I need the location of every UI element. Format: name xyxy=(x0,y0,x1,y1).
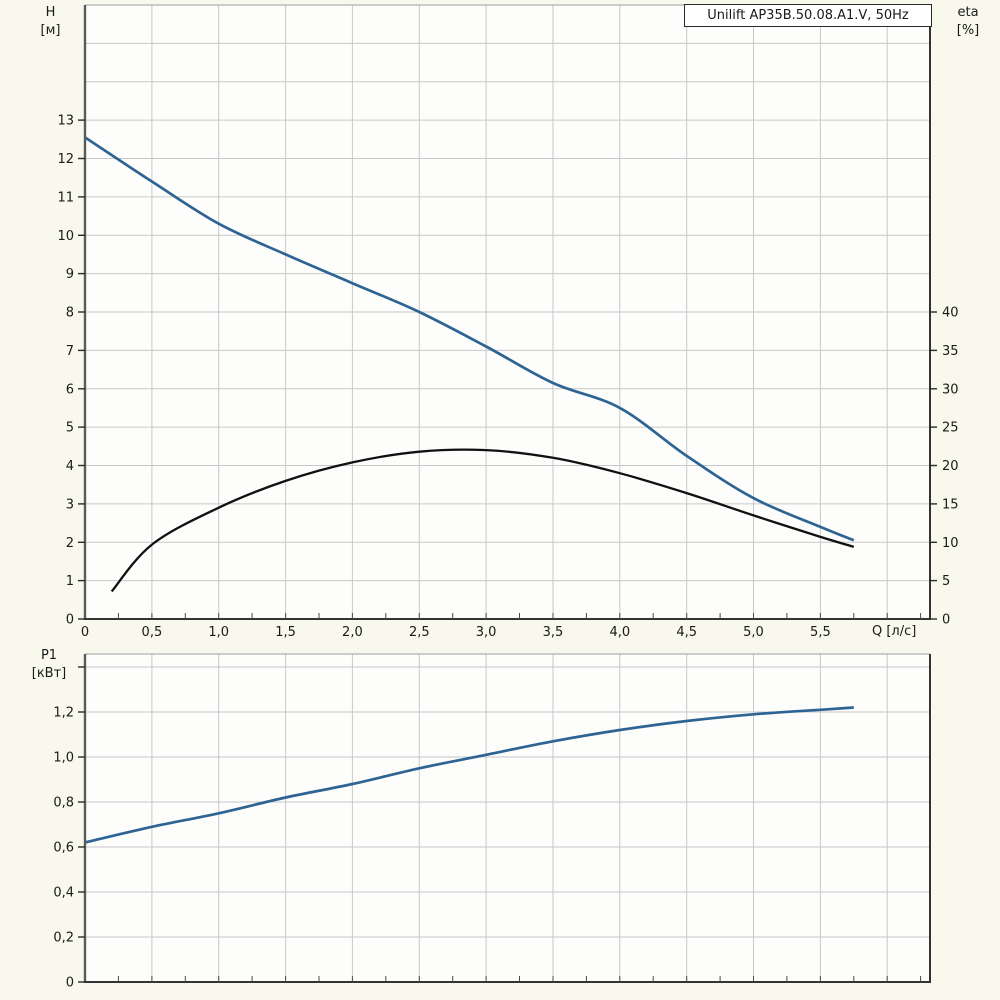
chart-title-text: Unilift AP35B.50.08.A1.V, 50Hz xyxy=(707,8,909,23)
x-tick-label: 0 xyxy=(81,625,89,640)
chart-title-box: Unilift AP35B.50.08.A1.V, 50Hz xyxy=(684,4,932,27)
y-tick-label: 3 xyxy=(66,497,74,512)
y-tick-label: 11 xyxy=(57,190,74,205)
y-tick-label: 0,4 xyxy=(53,886,74,901)
y-tick-label: 0,8 xyxy=(53,796,74,811)
h-axis-title-symbol: H xyxy=(45,5,56,20)
h-axis-title: H [м] xyxy=(28,4,73,40)
y-tick-label: 0 xyxy=(66,976,74,991)
eta-axis-title-unit: [%] xyxy=(956,23,980,38)
y-tick-label: 12 xyxy=(57,152,74,167)
y-tick-label: 8 xyxy=(66,306,74,321)
x-tick-label: 4,0 xyxy=(609,625,630,640)
p1-axis-title-unit: [кВт] xyxy=(31,666,67,681)
y-right-tick-label: 30 xyxy=(942,382,959,397)
x-tick-label: 5,5 xyxy=(810,625,831,640)
eta-axis-title: eta [%] xyxy=(944,4,992,40)
x-tick-label: 3,5 xyxy=(543,625,564,640)
y-right-tick-label: 40 xyxy=(942,306,959,321)
y-tick-label: 0,6 xyxy=(53,841,74,856)
y-tick-label: 4 xyxy=(66,459,74,474)
x-tick-label: 2,5 xyxy=(409,625,430,640)
y-right-tick-label: 25 xyxy=(942,421,959,436)
y-tick-label: 1,2 xyxy=(53,706,74,721)
y-tick-label: 9 xyxy=(66,267,74,282)
y-tick-label: 1 xyxy=(66,574,74,589)
y-tick-label: 5 xyxy=(66,421,74,436)
x-tick-label: 5,0 xyxy=(743,625,764,640)
x-tick-label: 1,0 xyxy=(208,625,229,640)
efficiency-curve xyxy=(110,448,855,593)
x-tick-label: 2,0 xyxy=(342,625,363,640)
head-curve xyxy=(84,136,855,542)
power-chart: 0 0,2 0,4 0,6 0,8 1,0 1,2 xyxy=(53,653,931,991)
y-right-tick-label: 15 xyxy=(942,497,959,512)
y-right-tick-label: 10 xyxy=(942,536,959,551)
plot-area xyxy=(85,654,930,982)
y-tick-label: 0 xyxy=(66,613,74,628)
y-tick-label: 1,0 xyxy=(53,751,74,766)
y-tick-label: 10 xyxy=(57,229,74,244)
x-tick-label: 4,5 xyxy=(676,625,697,640)
eta-axis-title-symbol: eta xyxy=(957,5,979,20)
y-right-tick-label: 5 xyxy=(942,574,950,589)
y-tick-label: 2 xyxy=(66,536,74,551)
y-right-tick-label: 0 xyxy=(942,613,950,628)
p1-axis-title: P1 [кВт] xyxy=(26,647,72,683)
y-tick-label: 0,2 xyxy=(53,931,74,946)
y-right-tick-label: 35 xyxy=(942,344,959,359)
y-tick-label: 6 xyxy=(66,382,74,397)
h-axis-title-unit: [м] xyxy=(40,23,61,38)
y-right-tick-label: 20 xyxy=(942,459,959,474)
p1-curve xyxy=(84,706,854,844)
y-tick-label: 7 xyxy=(66,344,74,359)
x-tick-label: 3,0 xyxy=(476,625,497,640)
y-tick-label: 13 xyxy=(57,114,74,129)
q-axis-title: Q [л/с] xyxy=(872,624,917,639)
x-tick-label: 1,5 xyxy=(275,625,296,640)
p1-axis-title-symbol: P1 xyxy=(40,648,58,663)
x-tick-label: 0,5 xyxy=(142,625,163,640)
